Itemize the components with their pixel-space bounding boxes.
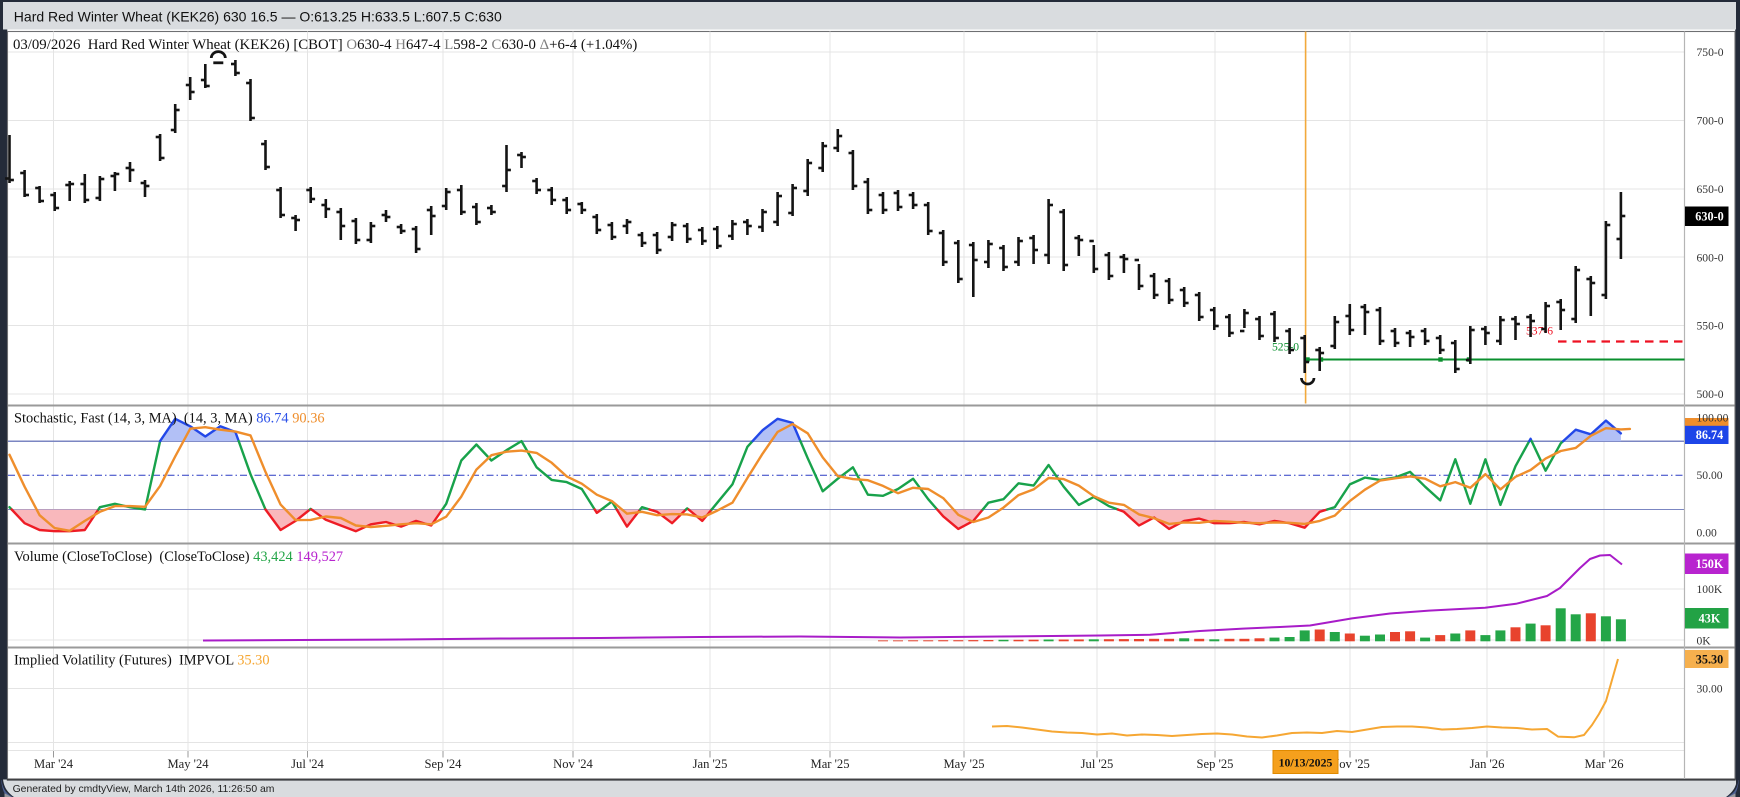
svg-text:Mar '26: Mar '26 bbox=[1585, 757, 1624, 771]
svg-text:50.00: 50.00 bbox=[1697, 469, 1723, 482]
svg-text:86.74: 86.74 bbox=[1696, 428, 1723, 442]
svg-text:03/09/2026 Hard Red Winter Wh: 03/09/2026 Hard Red Winter Wheat (KEK26)… bbox=[13, 37, 637, 53]
svg-text:0K: 0K bbox=[1697, 635, 1712, 648]
svg-text:700-0: 700-0 bbox=[1697, 115, 1724, 128]
svg-text:750-0: 750-0 bbox=[1697, 46, 1724, 59]
svg-text:0.00: 0.00 bbox=[1697, 526, 1717, 539]
svg-text:Generated by cmdtyView, March: Generated by cmdtyView, March 14th 2026,… bbox=[13, 784, 275, 795]
svg-text:Volume (CloseToClose) (CloseT: Volume (CloseToClose) (CloseToClose) 43,… bbox=[14, 549, 343, 565]
svg-text:550-0: 550-0 bbox=[1697, 320, 1724, 333]
svg-text:Implied Volatility (Futures): Implied Volatility (Futures) IMPVOL 35.3… bbox=[14, 653, 270, 669]
svg-text:Jan '25: Jan '25 bbox=[693, 757, 728, 771]
svg-text:Jul '25: Jul '25 bbox=[1081, 757, 1114, 771]
svg-text:Sep '24: Sep '24 bbox=[425, 757, 463, 771]
svg-text:525-0: 525-0 bbox=[1272, 341, 1299, 354]
svg-text:Nov '25: Nov '25 bbox=[1330, 757, 1370, 771]
svg-text:30.00: 30.00 bbox=[1697, 683, 1723, 696]
svg-text:35.30: 35.30 bbox=[1696, 652, 1723, 666]
svg-text:Jan '26: Jan '26 bbox=[1470, 757, 1505, 771]
svg-text:Mar '25: Mar '25 bbox=[811, 757, 850, 771]
svg-text:10/13/2025: 10/13/2025 bbox=[1279, 756, 1333, 770]
svg-text:Mar '24: Mar '24 bbox=[34, 757, 74, 771]
svg-text:Sep '25: Sep '25 bbox=[1197, 757, 1234, 771]
svg-text:Jul '24: Jul '24 bbox=[291, 757, 324, 771]
svg-text:May '24: May '24 bbox=[167, 757, 209, 771]
svg-text:600-0: 600-0 bbox=[1697, 251, 1724, 264]
svg-text:May '25: May '25 bbox=[943, 757, 984, 771]
svg-text:150K: 150K bbox=[1696, 557, 1724, 571]
svg-text:Stochastic, Fast (14, 3, MA): Stochastic, Fast (14, 3, MA) (14, 3, MA)… bbox=[14, 411, 325, 427]
svg-text:Nov '24: Nov '24 bbox=[553, 757, 593, 771]
svg-text:100.00: 100.00 bbox=[1697, 411, 1729, 424]
svg-text:650-0: 650-0 bbox=[1697, 183, 1724, 196]
svg-text:100K: 100K bbox=[1697, 583, 1723, 596]
svg-text:500-0: 500-0 bbox=[1697, 388, 1724, 401]
svg-text:43K: 43K bbox=[1699, 612, 1721, 626]
svg-text:Hard Red Winter Wheat (KEK26): Hard Red Winter Wheat (KEK26) 630 16.5 —… bbox=[14, 9, 502, 25]
svg-text:630-0: 630-0 bbox=[1695, 210, 1723, 224]
